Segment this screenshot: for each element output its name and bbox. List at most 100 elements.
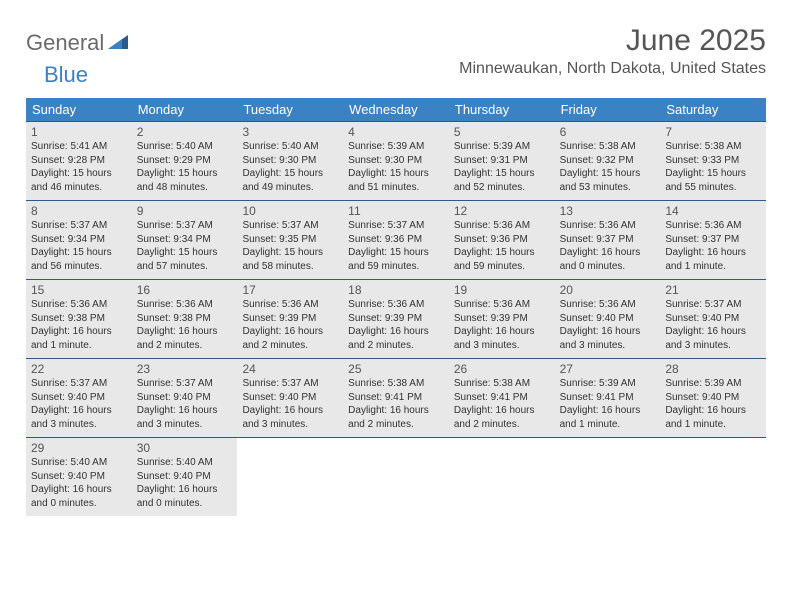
- week-row: 29Sunrise: 5:40 AMSunset: 9:40 PMDayligh…: [26, 437, 766, 516]
- day-info: Sunrise: 5:37 AMSunset: 9:34 PMDaylight:…: [31, 219, 127, 273]
- day-number: 7: [665, 125, 761, 139]
- day-cell: 17Sunrise: 5:36 AMSunset: 9:39 PMDayligh…: [237, 280, 343, 358]
- day-cell: 19Sunrise: 5:36 AMSunset: 9:39 PMDayligh…: [449, 280, 555, 358]
- day-number: 30: [137, 441, 233, 455]
- day-info: Sunrise: 5:38 AMSunset: 9:41 PMDaylight:…: [454, 377, 550, 431]
- day-cell: 24Sunrise: 5:37 AMSunset: 9:40 PMDayligh…: [237, 359, 343, 437]
- day-number: 29: [31, 441, 127, 455]
- day-cell: 13Sunrise: 5:36 AMSunset: 9:37 PMDayligh…: [555, 201, 661, 279]
- day-cell: 18Sunrise: 5:36 AMSunset: 9:39 PMDayligh…: [343, 280, 449, 358]
- day-number: 6: [560, 125, 656, 139]
- day-number: 26: [454, 362, 550, 376]
- day-number: 11: [348, 204, 444, 218]
- day-info: Sunrise: 5:36 AMSunset: 9:38 PMDaylight:…: [31, 298, 127, 352]
- day-info: Sunrise: 5:39 AMSunset: 9:30 PMDaylight:…: [348, 140, 444, 194]
- day-header-thu: Thursday: [449, 98, 555, 121]
- title-block: June 2025 Minnewaukan, North Dakota, Uni…: [459, 24, 766, 78]
- logo: General: [26, 30, 130, 56]
- day-cell: 10Sunrise: 5:37 AMSunset: 9:35 PMDayligh…: [237, 201, 343, 279]
- day-info: Sunrise: 5:36 AMSunset: 9:37 PMDaylight:…: [560, 219, 656, 273]
- day-cell: 25Sunrise: 5:38 AMSunset: 9:41 PMDayligh…: [343, 359, 449, 437]
- day-number: 28: [665, 362, 761, 376]
- day-cell: 21Sunrise: 5:37 AMSunset: 9:40 PMDayligh…: [660, 280, 766, 358]
- day-number: 19: [454, 283, 550, 297]
- day-info: Sunrise: 5:36 AMSunset: 9:38 PMDaylight:…: [137, 298, 233, 352]
- day-cell: 5Sunrise: 5:39 AMSunset: 9:31 PMDaylight…: [449, 122, 555, 200]
- day-info: Sunrise: 5:39 AMSunset: 9:40 PMDaylight:…: [665, 377, 761, 431]
- day-info: Sunrise: 5:38 AMSunset: 9:32 PMDaylight:…: [560, 140, 656, 194]
- day-header-row: Sunday Monday Tuesday Wednesday Thursday…: [26, 98, 766, 121]
- day-info: Sunrise: 5:36 AMSunset: 9:37 PMDaylight:…: [665, 219, 761, 273]
- day-info: Sunrise: 5:39 AMSunset: 9:41 PMDaylight:…: [560, 377, 656, 431]
- day-info: Sunrise: 5:40 AMSunset: 9:30 PMDaylight:…: [242, 140, 338, 194]
- day-number: 5: [454, 125, 550, 139]
- day-info: Sunrise: 5:37 AMSunset: 9:40 PMDaylight:…: [242, 377, 338, 431]
- day-info: Sunrise: 5:37 AMSunset: 9:36 PMDaylight:…: [348, 219, 444, 273]
- day-number: 1: [31, 125, 127, 139]
- day-number: 17: [242, 283, 338, 297]
- day-info: Sunrise: 5:38 AMSunset: 9:41 PMDaylight:…: [348, 377, 444, 431]
- day-cell: 3Sunrise: 5:40 AMSunset: 9:30 PMDaylight…: [237, 122, 343, 200]
- day-header-mon: Monday: [132, 98, 238, 121]
- day-number: 20: [560, 283, 656, 297]
- week-row: 15Sunrise: 5:36 AMSunset: 9:38 PMDayligh…: [26, 279, 766, 358]
- week-row: 8Sunrise: 5:37 AMSunset: 9:34 PMDaylight…: [26, 200, 766, 279]
- day-cell: 15Sunrise: 5:36 AMSunset: 9:38 PMDayligh…: [26, 280, 132, 358]
- day-info: Sunrise: 5:37 AMSunset: 9:40 PMDaylight:…: [137, 377, 233, 431]
- day-cell: 11Sunrise: 5:37 AMSunset: 9:36 PMDayligh…: [343, 201, 449, 279]
- day-number: 22: [31, 362, 127, 376]
- day-cell: 26Sunrise: 5:38 AMSunset: 9:41 PMDayligh…: [449, 359, 555, 437]
- day-cell: 1Sunrise: 5:41 AMSunset: 9:28 PMDaylight…: [26, 122, 132, 200]
- day-number: 13: [560, 204, 656, 218]
- day-info: Sunrise: 5:36 AMSunset: 9:36 PMDaylight:…: [454, 219, 550, 273]
- calendar-page: General June 2025 Minnewaukan, North Dak…: [0, 0, 792, 540]
- day-cell: 30Sunrise: 5:40 AMSunset: 9:40 PMDayligh…: [132, 438, 238, 516]
- day-info: Sunrise: 5:39 AMSunset: 9:31 PMDaylight:…: [454, 140, 550, 194]
- day-header-wed: Wednesday: [343, 98, 449, 121]
- day-number: 9: [137, 204, 233, 218]
- day-info: Sunrise: 5:37 AMSunset: 9:34 PMDaylight:…: [137, 219, 233, 273]
- day-number: 18: [348, 283, 444, 297]
- day-header-sun: Sunday: [26, 98, 132, 121]
- day-header-sat: Saturday: [660, 98, 766, 121]
- triangle-icon: [108, 33, 128, 54]
- day-cell: [237, 438, 343, 516]
- day-header-tue: Tuesday: [237, 98, 343, 121]
- day-cell: 4Sunrise: 5:39 AMSunset: 9:30 PMDaylight…: [343, 122, 449, 200]
- day-number: 23: [137, 362, 233, 376]
- day-number: 8: [31, 204, 127, 218]
- day-cell: [343, 438, 449, 516]
- day-info: Sunrise: 5:37 AMSunset: 9:40 PMDaylight:…: [665, 298, 761, 352]
- day-cell: 14Sunrise: 5:36 AMSunset: 9:37 PMDayligh…: [660, 201, 766, 279]
- month-title: June 2025: [459, 24, 766, 58]
- day-cell: 6Sunrise: 5:38 AMSunset: 9:32 PMDaylight…: [555, 122, 661, 200]
- day-header-fri: Friday: [555, 98, 661, 121]
- day-info: Sunrise: 5:36 AMSunset: 9:39 PMDaylight:…: [454, 298, 550, 352]
- week-row: 22Sunrise: 5:37 AMSunset: 9:40 PMDayligh…: [26, 358, 766, 437]
- day-number: 3: [242, 125, 338, 139]
- day-cell: 23Sunrise: 5:37 AMSunset: 9:40 PMDayligh…: [132, 359, 238, 437]
- logo-word2: Blue: [44, 62, 88, 88]
- day-number: 2: [137, 125, 233, 139]
- day-cell: 20Sunrise: 5:36 AMSunset: 9:40 PMDayligh…: [555, 280, 661, 358]
- week-row: 1Sunrise: 5:41 AMSunset: 9:28 PMDaylight…: [26, 121, 766, 200]
- day-info: Sunrise: 5:37 AMSunset: 9:40 PMDaylight:…: [31, 377, 127, 431]
- day-number: 15: [31, 283, 127, 297]
- day-info: Sunrise: 5:40 AMSunset: 9:40 PMDaylight:…: [137, 456, 233, 510]
- day-number: 21: [665, 283, 761, 297]
- day-cell: 22Sunrise: 5:37 AMSunset: 9:40 PMDayligh…: [26, 359, 132, 437]
- day-number: 4: [348, 125, 444, 139]
- day-cell: 28Sunrise: 5:39 AMSunset: 9:40 PMDayligh…: [660, 359, 766, 437]
- day-cell: 16Sunrise: 5:36 AMSunset: 9:38 PMDayligh…: [132, 280, 238, 358]
- day-info: Sunrise: 5:40 AMSunset: 9:40 PMDaylight:…: [31, 456, 127, 510]
- weeks-container: 1Sunrise: 5:41 AMSunset: 9:28 PMDaylight…: [26, 121, 766, 516]
- logo-word1: General: [26, 30, 104, 56]
- day-cell: 7Sunrise: 5:38 AMSunset: 9:33 PMDaylight…: [660, 122, 766, 200]
- day-cell: 12Sunrise: 5:36 AMSunset: 9:36 PMDayligh…: [449, 201, 555, 279]
- day-number: 16: [137, 283, 233, 297]
- day-info: Sunrise: 5:36 AMSunset: 9:39 PMDaylight:…: [348, 298, 444, 352]
- day-cell: [660, 438, 766, 516]
- day-info: Sunrise: 5:38 AMSunset: 9:33 PMDaylight:…: [665, 140, 761, 194]
- location-text: Minnewaukan, North Dakota, United States: [459, 60, 766, 78]
- day-cell: 9Sunrise: 5:37 AMSunset: 9:34 PMDaylight…: [132, 201, 238, 279]
